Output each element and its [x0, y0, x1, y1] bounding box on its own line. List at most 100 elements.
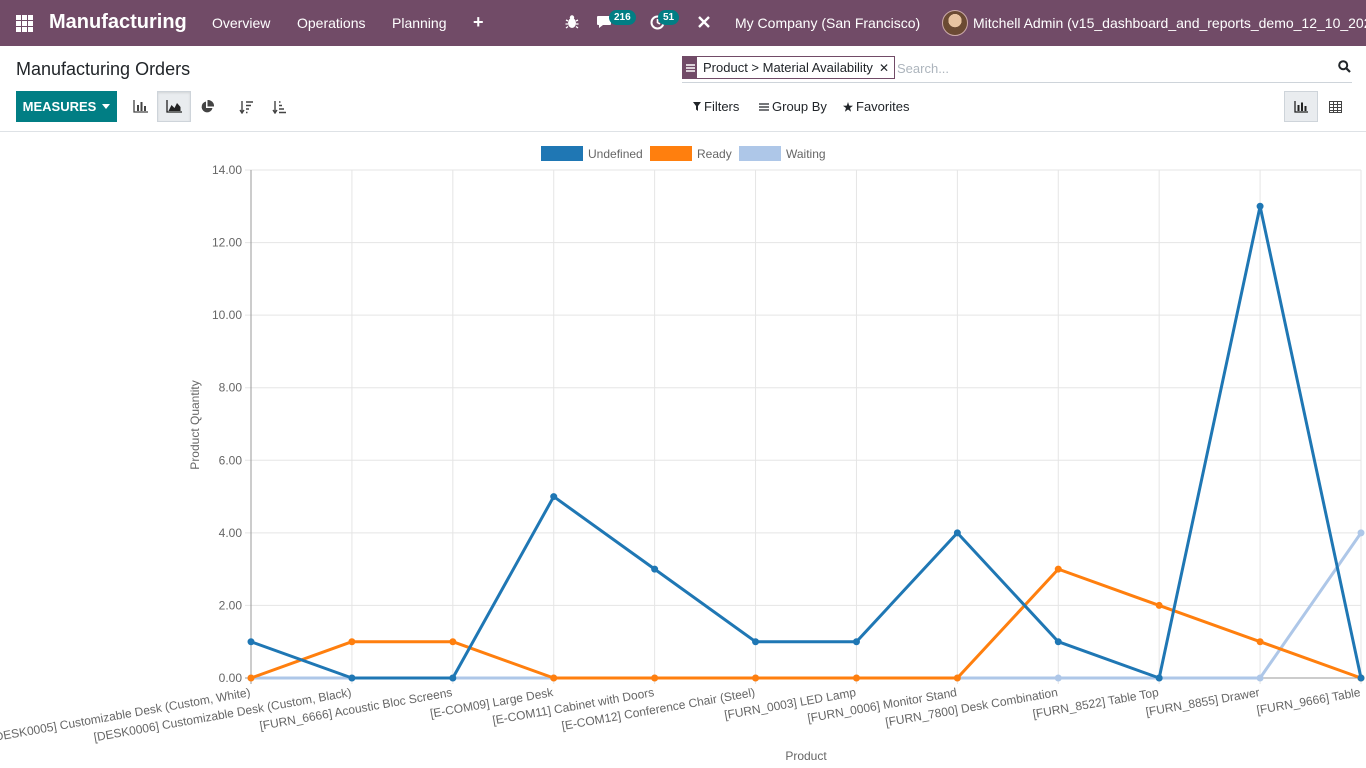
data-point-undefined [1256, 202, 1264, 210]
pivot-view-button[interactable] [1318, 91, 1352, 122]
facet-label: Product > Material Availability [703, 60, 873, 75]
area-chart-icon [166, 100, 182, 113]
chart-grid [245, 169, 1362, 684]
sort-descending-icon [239, 100, 253, 114]
filters-label: Filters [704, 99, 740, 114]
data-point-ready [1155, 601, 1163, 609]
legend-swatch-ready [650, 146, 692, 161]
series-line-ready [250, 567, 1362, 680]
messages-chat-icon[interactable] [596, 15, 612, 34]
app-menu-grid-icon[interactable] [16, 15, 33, 32]
search-input[interactable] [897, 58, 1277, 78]
menu-item-overview[interactable]: Overview [212, 15, 271, 31]
y-tick-label: 4.00 [219, 526, 243, 540]
data-point-undefined [752, 638, 760, 646]
measures-button[interactable]: MEASURES [16, 91, 117, 122]
search-icon[interactable] [1338, 60, 1351, 78]
filter-funnel-icon [693, 102, 701, 111]
data-point-undefined [449, 674, 457, 682]
y-tick-label: 12.00 [212, 236, 242, 250]
app-brand[interactable]: Manufacturing [49, 11, 187, 33]
sort-ascending-icon [272, 100, 286, 114]
x-tick-label: [FURN_9666] Table [1256, 685, 1362, 717]
data-point-undefined [1155, 674, 1163, 682]
chart-series [247, 202, 1365, 682]
group-by-list-icon [683, 57, 697, 78]
tools-cross-icon[interactable] [697, 15, 711, 34]
user-menu[interactable]: Mitchell Admin (v15_dashboard_and_report… [973, 15, 1366, 31]
data-point-ready [953, 674, 961, 682]
group-by-label: Group By [772, 99, 827, 114]
legend-swatch-undefined [541, 146, 583, 161]
data-point-ready [449, 638, 457, 646]
page-title: Manufacturing Orders [16, 59, 191, 79]
data-point-ready [1256, 638, 1264, 646]
data-point-waiting [1054, 674, 1062, 682]
y-tick-label: 6.00 [219, 453, 243, 467]
activities-count-badge: 51 [658, 10, 680, 25]
data-point-ready [348, 638, 356, 646]
user-avatar[interactable] [942, 10, 968, 36]
messages-count-badge: 216 [609, 10, 636, 25]
group-by-button[interactable]: Group By [759, 99, 827, 114]
sort-descending-button[interactable] [229, 91, 263, 122]
y-axis-label: Product Quantity [188, 380, 202, 469]
data-point-undefined [247, 638, 255, 646]
line-chart: 0.00 2.00 4.00 6.00 8.00 10.00 12.00 14.00 [DES… [0, 146, 1365, 763]
legend-label-undefined: Undefined [588, 147, 643, 161]
y-axis-ticks: 0.00 2.00 4.00 6.00 8.00 10.00 12.00 14.00 [212, 163, 242, 685]
menu-item-planning[interactable]: Planning [392, 15, 447, 31]
pivot-table-icon [1328, 100, 1342, 113]
legend-label-waiting: Waiting [786, 147, 826, 161]
data-point-undefined [1054, 638, 1062, 646]
y-tick-label: 14.00 [212, 163, 242, 177]
data-point-undefined [348, 674, 356, 682]
data-point-waiting [1357, 529, 1365, 537]
chart-legend: Undefined Ready Waiting [541, 146, 826, 161]
graph-view-icon [1294, 100, 1308, 113]
y-tick-label: 2.00 [219, 598, 243, 612]
x-tick-label: [FURN_8855] Drawer [1145, 685, 1261, 719]
search-facet[interactable]: Product > Material Availability ✕ [682, 56, 895, 79]
filters-button[interactable]: Filters [693, 99, 739, 114]
series-line-undefined [250, 204, 1363, 680]
search-bar: Product > Material Availability ✕ [682, 56, 1352, 83]
x-axis-ticks: [DESK0005] Customizable Desk (Custom, Wh… [0, 685, 1362, 745]
pie-chart-icon [201, 99, 214, 112]
remove-facet-close-icon[interactable]: ✕ [878, 60, 889, 75]
y-tick-label: 0.00 [219, 671, 243, 685]
data-point-ready [852, 674, 860, 682]
data-point-undefined [953, 529, 961, 537]
favorites-star-icon [843, 101, 853, 112]
sort-ascending-button[interactable] [262, 91, 296, 122]
data-point-undefined [852, 638, 860, 646]
data-point-undefined [550, 493, 558, 501]
company-switcher[interactable]: My Company (San Francisco) [735, 15, 921, 31]
data-point-ready [1054, 565, 1062, 573]
favorites-label: Favorites [856, 99, 910, 114]
group-by-bars-icon [759, 102, 769, 111]
y-tick-label: 10.00 [212, 308, 242, 322]
menu-item-operations[interactable]: Operations [297, 15, 366, 31]
graph-view-button[interactable] [1284, 91, 1318, 122]
control-panel-divider [0, 131, 1366, 132]
pie-chart-button[interactable] [190, 91, 224, 122]
data-point-undefined [651, 565, 659, 573]
measures-label: MEASURES [22, 99, 97, 114]
data-point-ready [550, 674, 558, 682]
add-menu-plus-icon[interactable]: + [473, 12, 484, 32]
bar-chart-icon [132, 100, 148, 113]
legend-swatch-waiting [739, 146, 781, 161]
debug-bug-icon[interactable] [565, 14, 579, 35]
line-chart-button[interactable] [157, 91, 191, 122]
x-axis-label: Product [785, 749, 827, 763]
legend-label-ready: Ready [697, 147, 732, 161]
data-point-waiting [1256, 674, 1264, 682]
y-tick-label: 8.00 [219, 381, 243, 395]
data-point-ready [651, 674, 659, 682]
caret-down-icon [102, 104, 111, 109]
top-navbar: Manufacturing Overview Operations Planni… [0, 0, 1366, 46]
bar-chart-button[interactable] [123, 91, 157, 122]
data-point-ready [247, 674, 255, 682]
favorites-button[interactable]: Favorites [843, 99, 909, 114]
